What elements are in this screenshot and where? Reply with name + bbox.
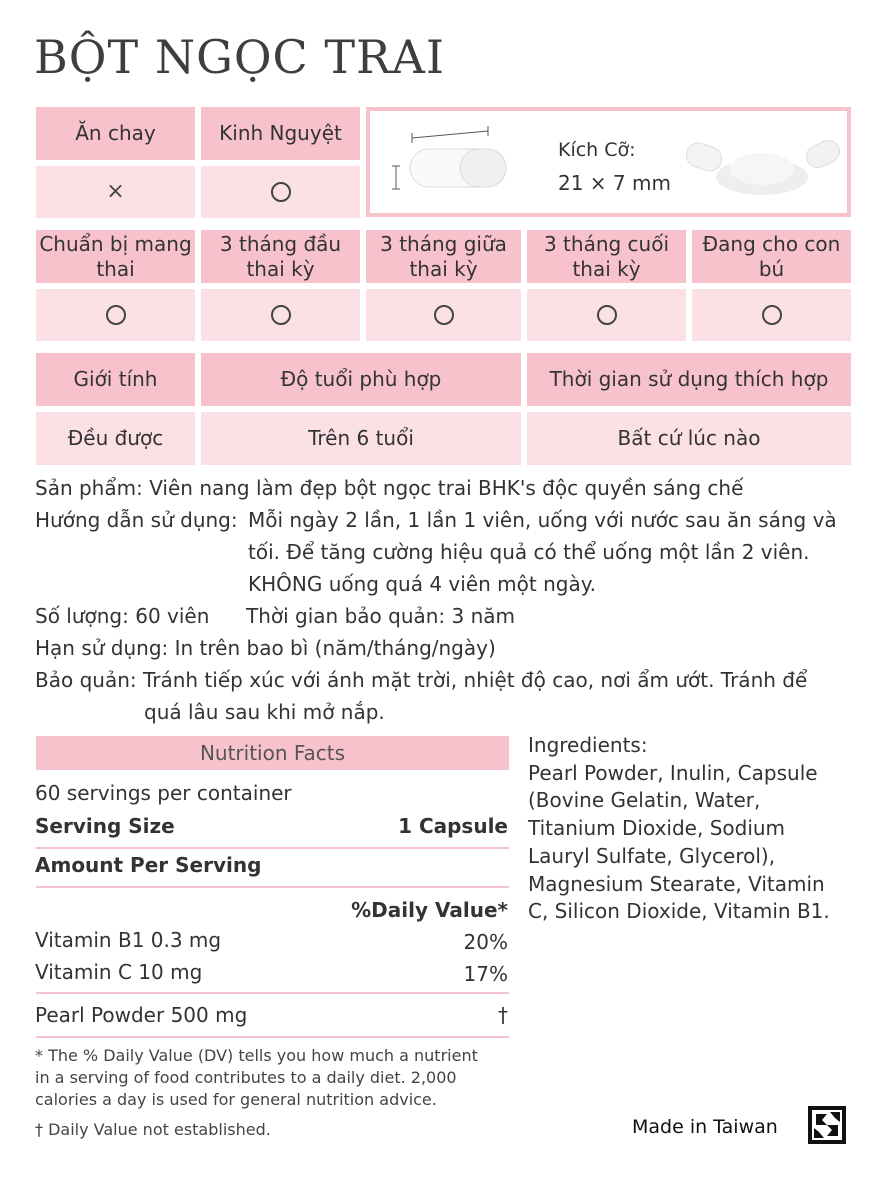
circle-icon	[270, 305, 291, 325]
usage-time-label: Thời gian sử dụng thích hợp	[527, 353, 851, 406]
vegetarian-label: Ăn chay	[36, 107, 195, 160]
storage-line-1: Bảo quản: Tránh tiếp xúc với ánh mặt trờ…	[35, 668, 808, 692]
made-in-taiwan: Made in Taiwan	[632, 1116, 778, 1138]
footnote-line-1: * The % Daily Value (DV) tells you how m…	[35, 1046, 478, 1065]
nutrient-dv: 20%	[463, 930, 508, 954]
quantity: Số lượng: 60 viên	[35, 604, 210, 628]
expiry: Hạn sử dụng: In trên bao bì (năm/tháng/n…	[35, 636, 496, 660]
menstruation-value	[201, 166, 360, 218]
usage-line-1: Mỗi ngày 2 lần, 1 lần 1 viên, uống với n…	[248, 508, 837, 532]
capsule-size-box: Kích Cỡ: 21 × 7 mm	[366, 107, 851, 217]
storage-line-2: quá lâu sau khi mở nắp.	[144, 700, 385, 724]
product-line: Sản phẩm: Viên nang làm đẹp bột ngọc tra…	[35, 476, 744, 500]
size-label: Kích Cỡ:	[558, 139, 636, 161]
divider	[36, 992, 509, 994]
recycle-logo-icon	[808, 1106, 846, 1144]
circle-icon	[270, 182, 291, 202]
shelf-life: Thời gian bảo quản: 3 năm	[246, 604, 516, 628]
footnote-line-2: in a serving of food contributes to a da…	[35, 1068, 457, 1087]
stage-second-trimester-label: 3 tháng giữa thai kỳ	[366, 230, 521, 283]
circle-icon	[433, 305, 454, 325]
gender-value: Đều được	[36, 412, 195, 465]
serving-size-label: Serving Size	[35, 814, 175, 838]
stage-third-trimester-value	[527, 289, 686, 341]
ingredients-line: Magnesium Stearate, Vitamin	[528, 871, 825, 896]
stage-preconception-label: Chuẩn bị mang thai	[36, 230, 195, 283]
serving-size-value: 1 Capsule	[398, 814, 508, 838]
divider	[36, 886, 509, 888]
ingredients-line: Lauryl Sulfate, Glycerol),	[528, 843, 776, 868]
servings-per-container: 60 servings per container	[35, 781, 292, 805]
daily-value-header: %Daily Value*	[351, 898, 508, 922]
capsule-size-illustration	[392, 126, 840, 195]
ingredients-line: Titanium Dioxide, Sodium	[528, 816, 786, 841]
page-title: BỘT NGỌC TRAI	[34, 30, 446, 84]
nutrient-dv: †	[498, 1003, 508, 1027]
usage-line-3: KHÔNG uống quá 4 viên một ngày.	[248, 572, 597, 596]
vegetarian-value: ×	[36, 166, 195, 218]
stage-preconception-value	[36, 289, 195, 341]
gender-label: Giới tính	[36, 353, 195, 406]
nutrient-name: Vitamin B1 0.3 mg	[35, 928, 222, 952]
stage-breastfeeding-value	[692, 289, 851, 341]
nutrient-name: Vitamin C 10 mg	[35, 960, 203, 984]
size-value: 21 × 7 mm	[558, 171, 671, 195]
nutrition-facts-header: Nutrition Facts	[36, 736, 509, 770]
circle-icon	[761, 305, 782, 325]
divider	[36, 847, 509, 849]
ingredients-line: C, Silicon Dioxide, Vitamin B1.	[528, 899, 830, 924]
dagger-note: † Daily Value not established.	[35, 1120, 271, 1139]
usage-time-value: Bất cứ lúc nào	[527, 412, 851, 465]
usage-label: Hướng dẫn sử dụng:	[35, 508, 238, 532]
age-label: Độ tuổi phù hợp	[201, 353, 521, 406]
stage-first-trimester-value	[201, 289, 360, 341]
usage-line-2: tối. Để tăng cường hiệu quả có thể uống …	[248, 540, 810, 564]
stage-second-trimester-value	[366, 289, 521, 341]
menstruation-label: Kinh Nguyệt	[201, 107, 360, 160]
nutrient-name: Pearl Powder 500 mg	[35, 1003, 248, 1027]
ingredients-line: (Bovine Gelatin, Water,	[528, 788, 761, 813]
footnote-line-3: calories a day is used for general nutri…	[35, 1090, 437, 1109]
stage-first-trimester-label: 3 tháng đầu thai kỳ	[201, 230, 360, 283]
amount-per-serving: Amount Per Serving	[35, 853, 262, 877]
stage-third-trimester-label: 3 tháng cuối thai kỳ	[527, 230, 686, 283]
divider	[36, 1036, 509, 1038]
ingredients-label: Ingredients:	[528, 733, 648, 757]
age-value: Trên 6 tuổi	[201, 412, 521, 465]
circle-icon	[105, 305, 126, 325]
stage-breastfeeding-label: Đang cho con bú	[692, 230, 851, 283]
nutrient-dv: 17%	[463, 962, 508, 986]
ingredients-block: Ingredients: Pearl Powder, Inulin, Capsu…	[528, 732, 830, 926]
ingredients-line: Pearl Powder, Inulin, Capsule	[528, 760, 818, 785]
circle-icon	[596, 305, 617, 325]
